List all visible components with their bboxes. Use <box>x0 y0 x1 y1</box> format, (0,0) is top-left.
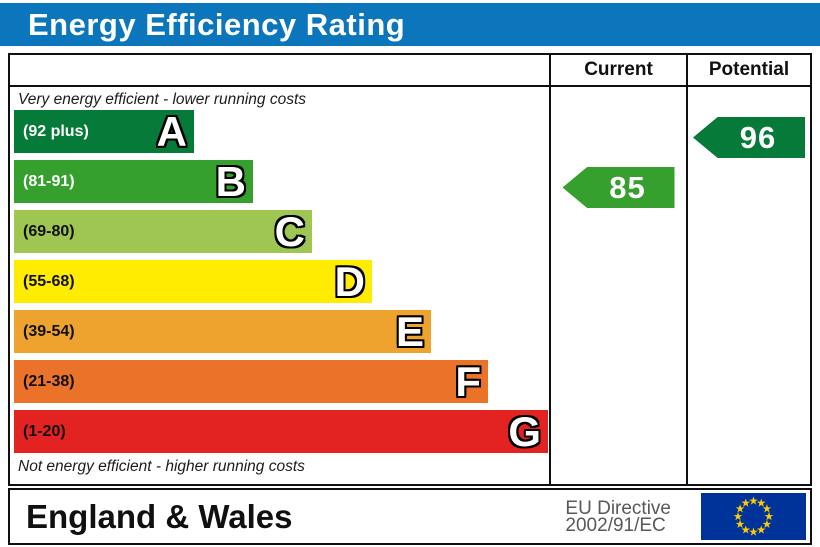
band-row-e: (39-54) E <box>14 310 431 353</box>
band-row-c: (69-80) C <box>14 210 312 253</box>
page-title: Energy Efficiency Rating <box>28 6 406 42</box>
potential-rating-arrow: 96 <box>693 117 805 158</box>
band-range-label: (81-91) <box>23 172 75 190</box>
potential-rating-value: 96 <box>739 119 777 155</box>
potential-column-header: Potential <box>686 55 810 87</box>
band-row-f: (21-38) F <box>14 360 488 403</box>
band-letter: F <box>455 357 481 405</box>
band-row-g: (1-20) G <box>14 410 548 453</box>
band-range-label: (1-20) <box>23 422 66 440</box>
caption-not-efficient: Not energy efficient - higher running co… <box>18 458 305 475</box>
band-letter: C <box>274 207 305 255</box>
eu-flag-icon <box>701 493 806 540</box>
eu-directive-line2: 2002/91/EC <box>565 514 666 536</box>
footer-bar: England & Wales EU Directive 2002/91/EC <box>8 488 812 545</box>
band-letter: A <box>156 107 187 155</box>
band-row-d: (55-68) D <box>14 260 372 303</box>
rating-table: Current Potential Very energy efficient … <box>8 53 812 486</box>
rating-scale: Very energy efficient - lower running co… <box>10 87 549 484</box>
band-letter: B <box>215 157 246 205</box>
eu-directive-line1: EU Directive <box>565 497 671 519</box>
band-letter: G <box>508 407 541 455</box>
current-rating-value: 85 <box>609 169 646 205</box>
band-range-label: (21-38) <box>23 372 75 390</box>
current-rating-arrow: 85 <box>562 167 675 208</box>
band-range-label: (39-54) <box>23 322 75 340</box>
potential-column: 96 <box>686 87 810 484</box>
band-range-label: (55-68) <box>23 272 75 290</box>
region-label: England & Wales <box>26 497 293 535</box>
band-range-label: (92 plus) <box>23 122 89 140</box>
title-bar: Energy Efficiency Rating <box>0 3 820 46</box>
current-column: 85 <box>549 87 686 484</box>
rating-bands: (92 plus) A (81-91) B (69-80) C (55-68) … <box>14 110 549 460</box>
caption-very-efficient: Very energy efficient - lower running co… <box>18 91 307 108</box>
current-column-header: Current <box>549 55 686 87</box>
band-row-a: (92 plus) A <box>14 110 194 153</box>
band-letter: D <box>334 257 365 305</box>
band-range-label: (69-80) <box>23 222 75 240</box>
band-letter: E <box>395 307 424 355</box>
eu-directive-label: EU Directive 2002/91/EC <box>565 497 671 536</box>
chart-header-cell <box>10 55 549 87</box>
band-row-b: (81-91) B <box>14 160 253 203</box>
